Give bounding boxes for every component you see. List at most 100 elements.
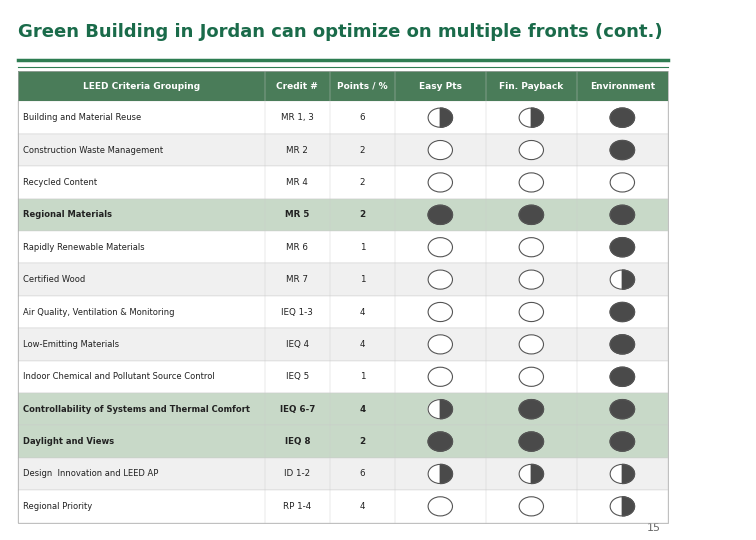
Wedge shape [622, 497, 634, 516]
Wedge shape [440, 464, 453, 483]
Text: MR 5: MR 5 [285, 210, 309, 219]
Circle shape [519, 432, 544, 451]
Text: Recycled Content: Recycled Content [23, 178, 98, 187]
Circle shape [610, 367, 634, 386]
Text: MR 7: MR 7 [287, 275, 308, 284]
Text: IEQ 6-7: IEQ 6-7 [280, 404, 315, 414]
Circle shape [519, 173, 544, 192]
Text: Construction Waste Management: Construction Waste Management [23, 146, 163, 154]
Text: MR 1, 3: MR 1, 3 [280, 113, 314, 122]
Text: Fin. Payback: Fin. Payback [499, 82, 563, 91]
Text: Green Building in Jordan can optimize on multiple fronts (cont.): Green Building in Jordan can optimize on… [17, 23, 662, 41]
Wedge shape [531, 108, 544, 127]
Text: MR 2: MR 2 [287, 146, 308, 154]
Text: 4: 4 [360, 340, 365, 349]
Circle shape [610, 140, 634, 160]
Bar [17, 71, 668, 523]
Wedge shape [622, 270, 634, 289]
Text: 2: 2 [360, 178, 365, 187]
Circle shape [610, 108, 634, 127]
Circle shape [610, 464, 634, 483]
Text: IEQ 4: IEQ 4 [286, 340, 309, 349]
Circle shape [519, 108, 544, 127]
Bar [17, 134, 668, 166]
Text: Environment: Environment [590, 82, 655, 91]
Circle shape [519, 302, 544, 322]
Circle shape [428, 400, 453, 419]
Circle shape [428, 464, 453, 483]
Bar [17, 490, 668, 523]
Circle shape [519, 140, 544, 160]
Circle shape [428, 108, 453, 127]
Circle shape [428, 302, 453, 322]
Wedge shape [440, 108, 453, 127]
Circle shape [428, 367, 453, 386]
Circle shape [519, 335, 544, 354]
Text: 6: 6 [360, 469, 365, 478]
Text: Building and Material Reuse: Building and Material Reuse [23, 113, 141, 122]
Circle shape [610, 335, 634, 354]
Bar [17, 426, 668, 458]
Text: Daylight and Views: Daylight and Views [23, 437, 114, 446]
Bar [17, 264, 668, 296]
Circle shape [428, 335, 453, 354]
Circle shape [610, 173, 634, 192]
Text: Regional Priority: Regional Priority [23, 502, 92, 511]
Text: Rapidly Renewable Materials: Rapidly Renewable Materials [23, 242, 144, 252]
Circle shape [428, 205, 453, 225]
Bar [17, 296, 668, 328]
Bar [17, 199, 668, 231]
Text: Regional Materials: Regional Materials [23, 210, 112, 219]
Text: LEED Criteria Grouping: LEED Criteria Grouping [82, 82, 200, 91]
Circle shape [428, 432, 453, 451]
Circle shape [519, 270, 544, 289]
Circle shape [519, 400, 544, 419]
Circle shape [610, 400, 634, 419]
Text: 4: 4 [359, 404, 365, 414]
Bar [17, 393, 668, 426]
Text: 1: 1 [360, 275, 365, 284]
Bar [17, 328, 668, 361]
Circle shape [519, 238, 544, 257]
Text: 4: 4 [360, 307, 365, 316]
Wedge shape [440, 400, 453, 419]
Text: 1: 1 [360, 242, 365, 252]
Text: Indoor Chemical and Pollutant Source Control: Indoor Chemical and Pollutant Source Con… [23, 372, 215, 381]
Text: Certified Wood: Certified Wood [23, 275, 85, 284]
Text: RP 1-4: RP 1-4 [284, 502, 311, 511]
Text: 2: 2 [360, 146, 365, 154]
Circle shape [610, 432, 634, 451]
Circle shape [519, 205, 544, 225]
Text: 1: 1 [360, 372, 365, 381]
Text: ID 1-2: ID 1-2 [284, 469, 310, 478]
Text: 6: 6 [360, 113, 365, 122]
Text: IEQ 1-3: IEQ 1-3 [281, 307, 313, 316]
Text: 2: 2 [359, 210, 365, 219]
Circle shape [610, 270, 634, 289]
Bar [17, 231, 668, 264]
Text: MR 6: MR 6 [287, 242, 308, 252]
Text: Credit #: Credit # [277, 82, 318, 91]
Circle shape [428, 270, 453, 289]
Circle shape [428, 238, 453, 257]
Circle shape [428, 140, 453, 160]
Bar [17, 71, 668, 102]
Circle shape [610, 302, 634, 322]
Text: Points / %: Points / % [337, 82, 388, 91]
Wedge shape [622, 464, 634, 483]
Bar [17, 361, 668, 393]
Text: Controllability of Systems and Thermal Comfort: Controllability of Systems and Thermal C… [23, 404, 250, 414]
Text: IEQ 5: IEQ 5 [286, 372, 309, 381]
Bar [17, 166, 668, 199]
Circle shape [428, 497, 453, 516]
Text: 2: 2 [359, 437, 365, 446]
Bar [17, 102, 668, 134]
Circle shape [519, 497, 544, 516]
Circle shape [610, 497, 634, 516]
Text: MR 4: MR 4 [287, 178, 308, 187]
Text: Easy Pts: Easy Pts [419, 82, 462, 91]
Bar [17, 458, 668, 490]
Text: Low-Emitting Materials: Low-Emitting Materials [23, 340, 119, 349]
Circle shape [610, 238, 634, 257]
Text: 15: 15 [647, 523, 661, 533]
